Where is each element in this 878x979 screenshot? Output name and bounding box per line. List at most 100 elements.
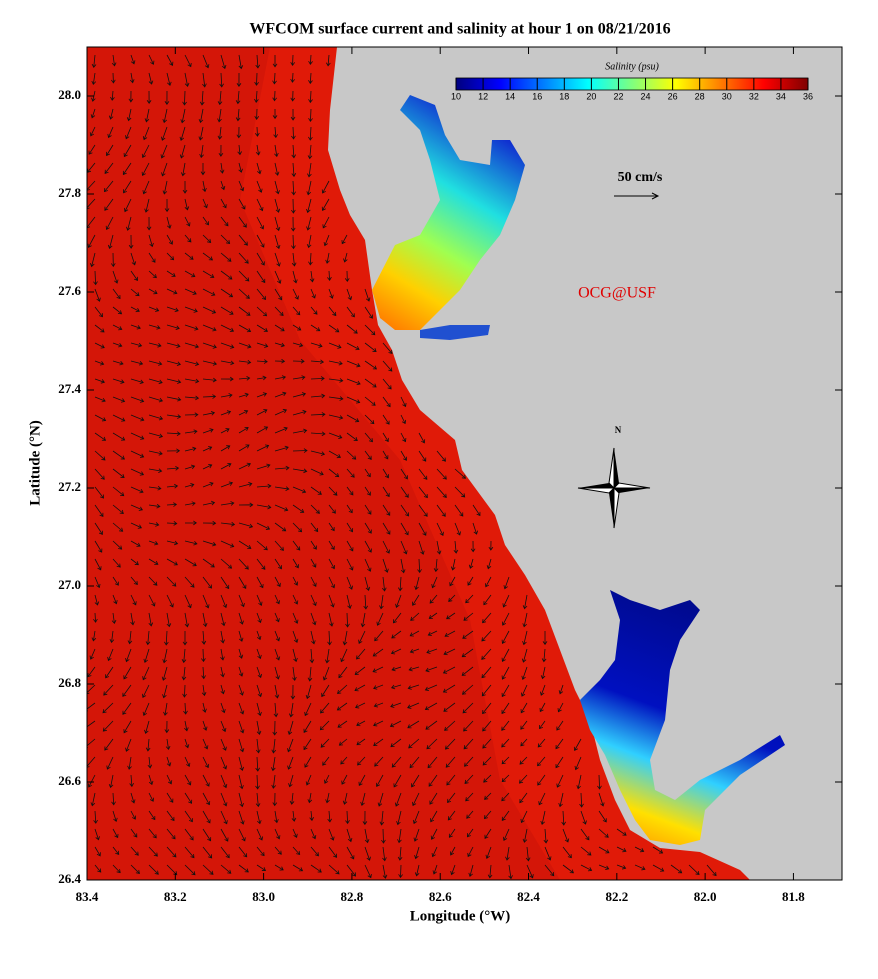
current-arrow	[346, 576, 353, 590]
current-arrow	[442, 666, 456, 674]
current-arrow	[616, 864, 627, 870]
current-arrow	[166, 558, 178, 566]
current-arrow	[431, 846, 438, 858]
current-arrow	[130, 432, 145, 440]
current-arrow	[288, 702, 294, 718]
current-arrow	[129, 774, 134, 788]
current-arrow	[256, 576, 264, 589]
current-arrow	[292, 558, 299, 569]
current-arrow	[163, 702, 168, 716]
current-arrow	[255, 144, 261, 156]
current-arrow	[310, 306, 318, 315]
current-arrow	[501, 810, 510, 822]
current-arrow	[308, 252, 313, 266]
current-arrow	[256, 504, 272, 510]
current-arrow	[364, 558, 372, 572]
current-arrow	[166, 216, 172, 229]
current-arrow	[400, 468, 408, 480]
current-arrow	[161, 126, 168, 141]
current-arrow	[556, 774, 564, 788]
current-arrow	[122, 162, 132, 176]
current-arrow	[289, 792, 295, 805]
current-arrow	[182, 630, 188, 646]
current-arrow	[238, 306, 251, 316]
current-arrow	[220, 342, 235, 349]
current-arrow	[184, 306, 198, 313]
current-arrow	[290, 216, 296, 232]
current-arrow	[501, 630, 510, 644]
current-arrow	[148, 252, 156, 263]
current-arrow	[542, 630, 548, 646]
current-arrow	[346, 432, 358, 441]
current-arrow	[400, 396, 407, 408]
current-arrow	[148, 54, 155, 65]
current-arrow	[161, 162, 168, 177]
current-arrow	[130, 810, 137, 820]
current-arrow	[292, 828, 298, 838]
current-arrow	[201, 648, 206, 663]
current-arrow	[411, 774, 420, 788]
current-arrow	[130, 378, 144, 385]
current-arrow	[360, 792, 366, 807]
current-arrow	[202, 738, 209, 750]
colorbar-tick-label: 16	[532, 91, 542, 101]
current-arrow	[105, 666, 114, 679]
current-arrow	[256, 612, 262, 624]
current-arrow	[291, 180, 296, 196]
current-arrow	[162, 180, 168, 195]
current-arrow	[274, 486, 290, 491]
current-arrow	[328, 612, 334, 627]
current-arrow	[464, 774, 474, 785]
current-arrow	[238, 198, 246, 210]
current-arrow	[436, 486, 447, 498]
current-arrow	[112, 828, 119, 839]
current-arrow	[125, 648, 132, 663]
current-arrow	[382, 450, 389, 460]
current-arrow	[382, 468, 389, 479]
current-arrow	[142, 684, 150, 699]
current-arrow	[598, 792, 605, 807]
current-arrow	[306, 234, 312, 249]
current-arrow	[501, 666, 510, 680]
current-arrow	[464, 756, 474, 767]
y-tick-label: 26.8	[58, 675, 81, 690]
current-arrow	[202, 377, 217, 383]
current-arrow	[220, 774, 228, 789]
current-arrow	[400, 540, 408, 555]
current-arrow	[220, 481, 234, 488]
current-arrow	[597, 774, 602, 790]
current-arrow	[166, 540, 179, 546]
current-arrow	[501, 612, 510, 626]
current-arrow	[447, 810, 456, 821]
current-arrow	[220, 306, 234, 315]
current-arrow	[148, 792, 155, 802]
current-arrow	[450, 558, 456, 571]
current-arrow	[364, 450, 372, 460]
tampa-bay	[372, 95, 525, 330]
current-arrow	[400, 414, 407, 425]
current-arrow	[220, 410, 232, 416]
current-arrow	[274, 522, 287, 532]
current-arrow	[238, 576, 247, 590]
current-arrow	[409, 630, 420, 637]
current-arrow	[652, 846, 664, 854]
current-arrow	[238, 810, 245, 825]
current-arrow	[148, 810, 156, 821]
current-arrow	[430, 828, 438, 840]
current-arrow	[255, 792, 261, 808]
current-arrow	[162, 684, 168, 699]
current-arrow	[238, 792, 244, 808]
current-arrow	[184, 198, 190, 211]
current-arrow	[481, 684, 492, 697]
current-arrow	[256, 648, 262, 660]
current-arrow	[346, 306, 355, 318]
compass-point	[614, 448, 619, 488]
y-tick-label: 27.2	[58, 479, 81, 494]
current-arrow	[112, 468, 125, 479]
current-arrow	[400, 432, 407, 443]
current-arrow	[272, 108, 278, 120]
current-arrow	[374, 630, 384, 642]
current-arrow	[165, 738, 171, 751]
current-arrow	[272, 720, 278, 736]
current-arrow	[274, 198, 281, 213]
